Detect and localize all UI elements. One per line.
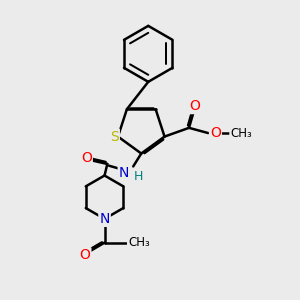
Text: O: O <box>189 99 200 113</box>
Text: O: O <box>80 248 90 262</box>
Text: N: N <box>118 166 129 180</box>
Text: O: O <box>81 151 92 165</box>
Text: CH₃: CH₃ <box>230 127 252 140</box>
Text: N: N <box>99 212 110 226</box>
Text: H: H <box>134 170 143 183</box>
Text: S: S <box>110 130 119 144</box>
Text: CH₃: CH₃ <box>128 236 150 249</box>
Text: O: O <box>210 126 221 140</box>
